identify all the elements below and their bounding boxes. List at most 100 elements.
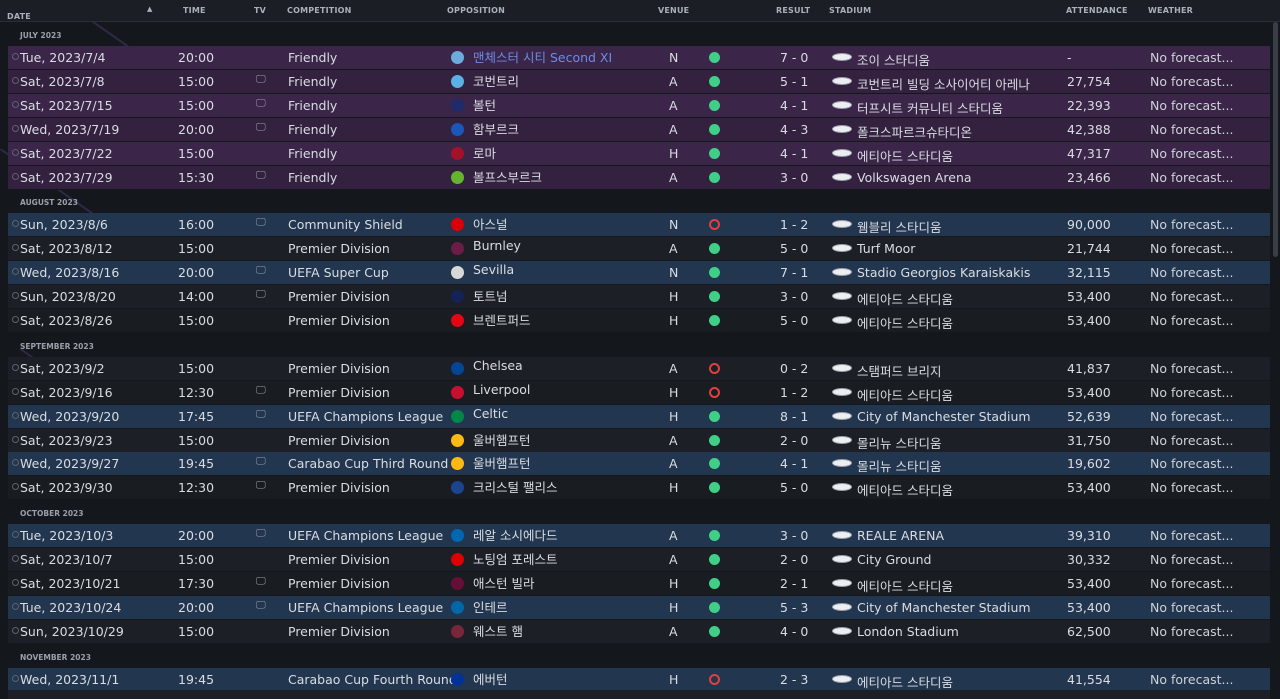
match-score[interactable]: 5 - 1 [780, 74, 809, 89]
opponent-link[interactable]: 아스널 [473, 217, 508, 232]
column-header-result[interactable]: RESULT [776, 6, 811, 15]
match-score[interactable]: 3 - 0 [780, 170, 809, 185]
competition-link[interactable]: Premier Division [288, 361, 390, 376]
club-badge-icon[interactable] [451, 147, 464, 160]
stadium-link[interactable]: 에티아드 스타디움 [857, 675, 953, 690]
stadium-link[interactable]: 에티아드 스타디움 [857, 292, 953, 307]
match-score[interactable]: 5 - 0 [780, 480, 809, 495]
competition-link[interactable]: Premier Division [288, 624, 390, 639]
row-select-radio[interactable] [12, 364, 19, 371]
table-row[interactable]: Sat, 2023/9/16 12:30 🖵 Premier Division Live… [8, 381, 1270, 405]
table-row[interactable]: Wed, 2023/9/20 17:45 🖵 UEFA Champions Leagu… [8, 405, 1270, 429]
club-badge-icon[interactable] [451, 434, 464, 447]
club-badge-icon[interactable] [451, 290, 464, 303]
opponent-link[interactable]: Sevilla [473, 262, 515, 277]
row-select-radio[interactable] [12, 483, 19, 490]
competition-link[interactable]: Friendly [288, 50, 338, 65]
column-header-time[interactable]: TIME [183, 6, 206, 15]
vertical-scrollbar[interactable] [1273, 22, 1278, 257]
match-score[interactable]: 7 - 1 [780, 265, 809, 280]
table-row[interactable]: Wed, 2023/11/1 19:45 Carabao Cup Fourth Ro… [8, 668, 1270, 692]
opponent-link[interactable]: Celtic [473, 406, 509, 421]
club-badge-icon[interactable] [451, 266, 464, 279]
sort-ascending-icon[interactable]: ▲ [147, 5, 153, 13]
row-select-radio[interactable] [12, 292, 19, 299]
club-badge-icon[interactable] [451, 673, 464, 686]
competition-link[interactable]: Friendly [288, 74, 338, 89]
table-row[interactable]: Sat, 2023/7/22 15:00 Friendly 로마 H 4 - 1 에티아드 … [8, 142, 1270, 166]
opponent-link[interactable]: 레알 소시에다드 [473, 528, 558, 543]
stadium-link[interactable]: 에티아드 스타디움 [857, 388, 953, 403]
match-score[interactable]: 3 - 0 [780, 528, 809, 543]
row-select-radio[interactable] [12, 53, 19, 60]
opponent-link[interactable]: 볼프스부르크 [473, 170, 543, 185]
competition-link[interactable]: UEFA Champions League [288, 528, 444, 543]
stadium-link[interactable]: 에티아드 스타디움 [857, 483, 953, 498]
competition-link[interactable]: Premier Division [288, 433, 390, 448]
column-header-tv[interactable]: TV [254, 6, 267, 15]
opponent-link[interactable]: 애스턴 빌라 [473, 576, 535, 591]
match-score[interactable]: 5 - 0 [780, 241, 809, 256]
row-select-radio[interactable] [12, 268, 19, 275]
stadium-link[interactable]: 터프시트 커뮤니티 스타디움 [857, 101, 1003, 116]
column-header-weather[interactable]: WEATHER [1148, 6, 1194, 15]
club-badge-icon[interactable] [451, 218, 464, 231]
row-select-radio[interactable] [12, 388, 19, 395]
competition-link[interactable]: UEFA Super Cup [288, 265, 389, 280]
table-row[interactable]: Sat, 2023/10/21 17:30 🖵 Premier Division 애스턴… [8, 572, 1270, 596]
stadium-link[interactable]: 폴크스파르크슈타디온 [857, 125, 973, 140]
table-row[interactable]: Tue, 2023/10/3 20:00 🖵 UEFA Champions Leagu… [8, 524, 1270, 548]
stadium-link[interactable]: 코번트리 빌딩 소사이어티 아레나 [857, 77, 1030, 92]
club-badge-icon[interactable] [451, 410, 464, 423]
row-select-radio[interactable] [12, 579, 19, 586]
opponent-link[interactable]: Liverpool [473, 382, 531, 397]
column-header-competition[interactable]: COMPETITION [287, 6, 352, 15]
match-score[interactable]: 3 - 0 [780, 289, 809, 304]
competition-link[interactable]: Friendly [288, 146, 338, 161]
competition-link[interactable]: Premier Division [288, 313, 390, 328]
table-row[interactable]: Tue, 2023/10/24 20:00 🖵 UEFA Champions Leag… [8, 596, 1270, 620]
table-row[interactable]: Wed, 2023/8/16 20:00 🖵 UEFA Super Cup Sevill… [8, 261, 1270, 285]
row-select-radio[interactable] [12, 125, 19, 132]
competition-link[interactable]: Premier Division [288, 241, 390, 256]
opponent-link[interactable]: Chelsea [473, 358, 523, 373]
row-select-radio[interactable] [12, 244, 19, 251]
opponent-link[interactable]: 토트넘 [473, 289, 508, 304]
competition-link[interactable]: Premier Division [288, 552, 390, 567]
table-row[interactable]: Wed, 2023/9/27 19:45 🖵 Carabao Cup Third Ro… [8, 452, 1270, 476]
stadium-link[interactable]: 몰리뉴 스타디움 [857, 459, 942, 474]
row-select-radio[interactable] [12, 101, 19, 108]
opponent-link[interactable]: 노팅엄 포레스트 [473, 552, 558, 567]
match-score[interactable]: 4 - 1 [780, 146, 809, 161]
club-badge-icon[interactable] [451, 625, 464, 638]
club-badge-icon[interactable] [451, 99, 464, 112]
table-row[interactable]: Sat, 2023/7/15 15:00 🖵 Friendly 볼턴 A 4 - 1 터프시트… [8, 94, 1270, 118]
stadium-link[interactable]: City of Manchester Stadium [857, 409, 1031, 424]
competition-link[interactable]: Friendly [288, 122, 338, 137]
opponent-link[interactable]: 함부르크 [473, 122, 520, 137]
club-badge-icon[interactable] [451, 481, 464, 494]
club-badge-icon[interactable] [451, 577, 464, 590]
stadium-link[interactable]: 조이 스타디움 [857, 53, 930, 68]
stadium-link[interactable]: City of Manchester Stadium [857, 600, 1031, 615]
row-select-radio[interactable] [12, 220, 19, 227]
match-score[interactable]: 2 - 1 [780, 576, 809, 591]
table-row[interactable]: Sat, 2023/7/8 15:00 🖵 Friendly 코번트리 A 5 - 1 코번트… [8, 70, 1270, 94]
club-badge-icon[interactable] [451, 242, 464, 255]
opponent-link[interactable]: 울버햄프턴 [473, 433, 531, 448]
table-row[interactable]: Sat, 2023/9/30 12:30 🖵 Premier Division 크리스털… [8, 476, 1270, 500]
match-score[interactable]: 5 - 3 [780, 600, 809, 615]
column-header-venue[interactable]: VENUE [658, 6, 690, 15]
table-row[interactable]: Sat, 2023/7/29 15:30 🖵 Friendly 볼프스부르크 A 3 - 0… [8, 166, 1270, 190]
competition-link[interactable]: Premier Division [288, 289, 390, 304]
stadium-link[interactable]: 스탬퍼드 브리지 [857, 364, 942, 379]
row-select-radio[interactable] [12, 412, 19, 419]
club-badge-icon[interactable] [451, 601, 464, 614]
table-row[interactable]: Sun, 2023/8/20 14:00 🖵 Premier Division 토트넘 H… [8, 285, 1270, 309]
match-score[interactable]: 1 - 2 [780, 385, 809, 400]
row-select-radio[interactable] [12, 436, 19, 443]
column-header-attendance[interactable]: ATTENDANCE [1066, 6, 1128, 15]
match-score[interactable]: 7 - 0 [780, 50, 809, 65]
match-score[interactable]: 1 - 2 [780, 217, 809, 232]
table-row[interactable]: Sat, 2023/8/12 15:00 Premier Division Burnl… [8, 237, 1270, 261]
